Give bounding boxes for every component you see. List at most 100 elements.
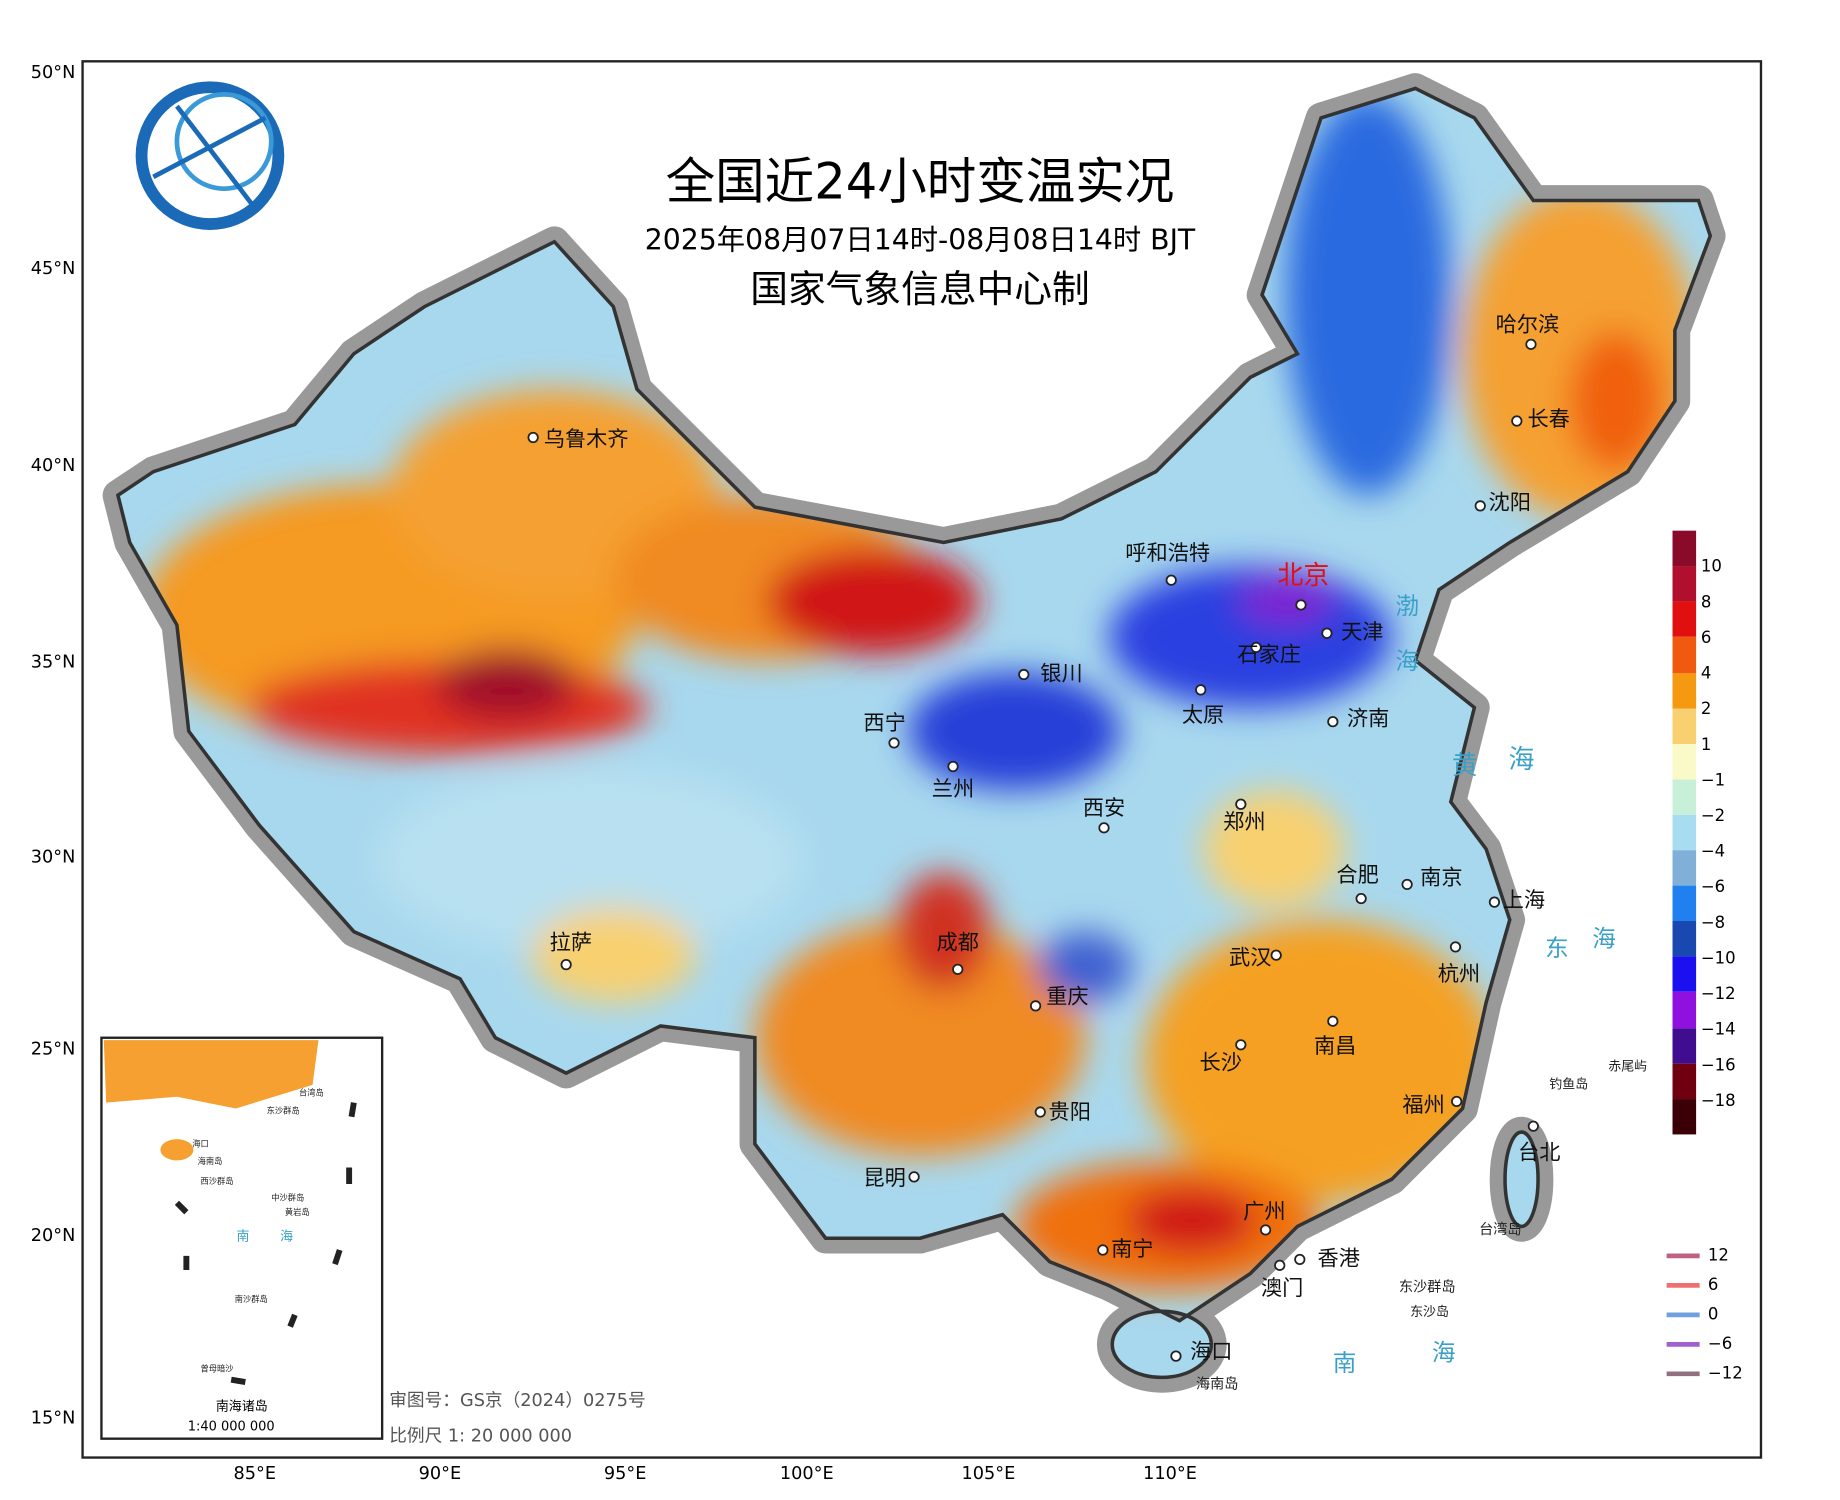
- lat-label: 40°N: [31, 456, 76, 476]
- issuer: 国家气象信息中心制: [750, 267, 1090, 311]
- lat-label: 20°N: [31, 1226, 76, 1246]
- city-label: 杭州: [1438, 962, 1480, 987]
- city-label: 沈阳: [1489, 491, 1531, 516]
- city-label: 银川: [1040, 662, 1082, 687]
- city-dot: [1327, 1015, 1339, 1027]
- color-legend: [1672, 530, 1697, 1135]
- lon-label: 100°E: [780, 1464, 834, 1484]
- lat-label: 50°N: [31, 63, 76, 83]
- city-dot: [1451, 1095, 1463, 1108]
- city-label: 海口: [1190, 1340, 1232, 1365]
- lat-label: 25°N: [31, 1040, 76, 1060]
- contour-legend-label: 0: [1708, 1304, 1719, 1323]
- city-label: 成都: [937, 930, 979, 955]
- city-label: 北京: [1277, 561, 1329, 591]
- city-label: 南京: [1420, 866, 1462, 891]
- city-dot: [1321, 627, 1333, 639]
- city-dot: [947, 760, 959, 773]
- place-label: 海: [1509, 745, 1535, 775]
- city-label: 兰州: [932, 777, 974, 802]
- place-label: 海: [1395, 647, 1419, 675]
- place-label: 钓鱼岛: [1549, 1076, 1588, 1092]
- city-dot: [1274, 1259, 1286, 1271]
- inset-label: 曾母暗沙: [201, 1364, 234, 1374]
- city-dot: [1525, 338, 1537, 350]
- inset-label: 黄岩岛: [285, 1207, 310, 1217]
- city-dot: [908, 1171, 920, 1183]
- legend-label: −2: [1701, 806, 1725, 825]
- contour-legend-label: 12: [1708, 1245, 1729, 1264]
- legend-label: 2: [1701, 699, 1712, 718]
- inset-label: 台湾岛: [299, 1088, 324, 1098]
- logo: [135, 81, 285, 230]
- legend-label: 1: [1701, 735, 1712, 754]
- place-label: 南: [1333, 1349, 1357, 1377]
- legend-label: −18: [1701, 1091, 1736, 1110]
- lat-label: 15°N: [31, 1409, 76, 1429]
- city-dot: [1327, 716, 1339, 728]
- city-label: 南宁: [1111, 1237, 1153, 1262]
- review-number: 审图号：GS京（2024）0275号: [389, 1390, 645, 1411]
- inset-label: 海南岛: [198, 1156, 223, 1166]
- legend-label: 6: [1701, 628, 1712, 647]
- lon-label: 85°E: [234, 1464, 277, 1484]
- inset-label: 西沙群岛: [201, 1176, 234, 1186]
- inset-label: 中沙群岛: [271, 1193, 304, 1203]
- title: 全国近24小时变温实况: [666, 153, 1175, 211]
- lat-label: 30°N: [31, 847, 76, 867]
- city-label: 长沙: [1200, 1051, 1242, 1076]
- legend-label: −1: [1701, 770, 1725, 789]
- city-dot: [560, 959, 572, 971]
- city-dot: [1527, 1120, 1539, 1132]
- city-label: 贵阳: [1049, 1100, 1091, 1125]
- city-dot: [1034, 1106, 1046, 1118]
- city-dot: [1018, 668, 1030, 681]
- place-label: 黄: [1452, 751, 1478, 781]
- city-label: 澳门: [1261, 1276, 1303, 1301]
- legend-label: −14: [1701, 1020, 1736, 1039]
- city-dot: [1511, 415, 1523, 427]
- inset-label: 海口: [192, 1138, 209, 1148]
- city-dot: [1449, 941, 1462, 953]
- city-label: 天津: [1341, 620, 1383, 645]
- place-label: 东沙岛: [1410, 1304, 1449, 1320]
- city-label: 郑州: [1223, 810, 1265, 835]
- city-dot: [527, 431, 539, 444]
- city-label: 福州: [1402, 1093, 1444, 1118]
- place-label: 赤尾屿: [1608, 1060, 1647, 1075]
- city-label: 广州: [1243, 1199, 1285, 1224]
- city-dot: [1195, 684, 1207, 696]
- city-dot: [1474, 500, 1486, 512]
- city-dot: [1259, 1224, 1272, 1236]
- legend-label: −6: [1701, 877, 1725, 896]
- contour-legend-label: −6: [1708, 1334, 1732, 1353]
- city-label: 哈尔滨: [1496, 312, 1560, 337]
- lon-label: 105°E: [962, 1464, 1016, 1484]
- legend-label: −8: [1701, 913, 1725, 932]
- legend-label: −16: [1701, 1055, 1736, 1074]
- city-label: 西安: [1083, 796, 1125, 821]
- city-label: 台北: [1518, 1140, 1560, 1165]
- place-label: 东沙群岛: [1399, 1280, 1456, 1296]
- legend-label: 10: [1701, 557, 1722, 576]
- inset-label: 东沙群岛: [267, 1105, 300, 1115]
- city-label: 太原: [1182, 703, 1224, 728]
- city-label: 南昌: [1314, 1034, 1356, 1059]
- inset-title: 南海诸岛: [216, 1398, 268, 1414]
- city-dot: [952, 963, 964, 975]
- city-dot: [1250, 641, 1262, 654]
- city-dot: [1170, 1350, 1182, 1362]
- inset-map: [100, 1036, 384, 1440]
- city-dot: [888, 737, 900, 749]
- inset-label: 南: [236, 1229, 249, 1245]
- contour-legend-label: 6: [1708, 1275, 1719, 1294]
- city-label: 乌鲁木齐: [544, 427, 629, 452]
- inset-label: 南沙群岛: [235, 1294, 268, 1304]
- city-dot: [1235, 798, 1247, 810]
- city-dot: [1270, 949, 1282, 961]
- city-dot: [1295, 599, 1307, 611]
- city-label: 香港: [1317, 1246, 1359, 1271]
- legend-label: 8: [1701, 592, 1712, 611]
